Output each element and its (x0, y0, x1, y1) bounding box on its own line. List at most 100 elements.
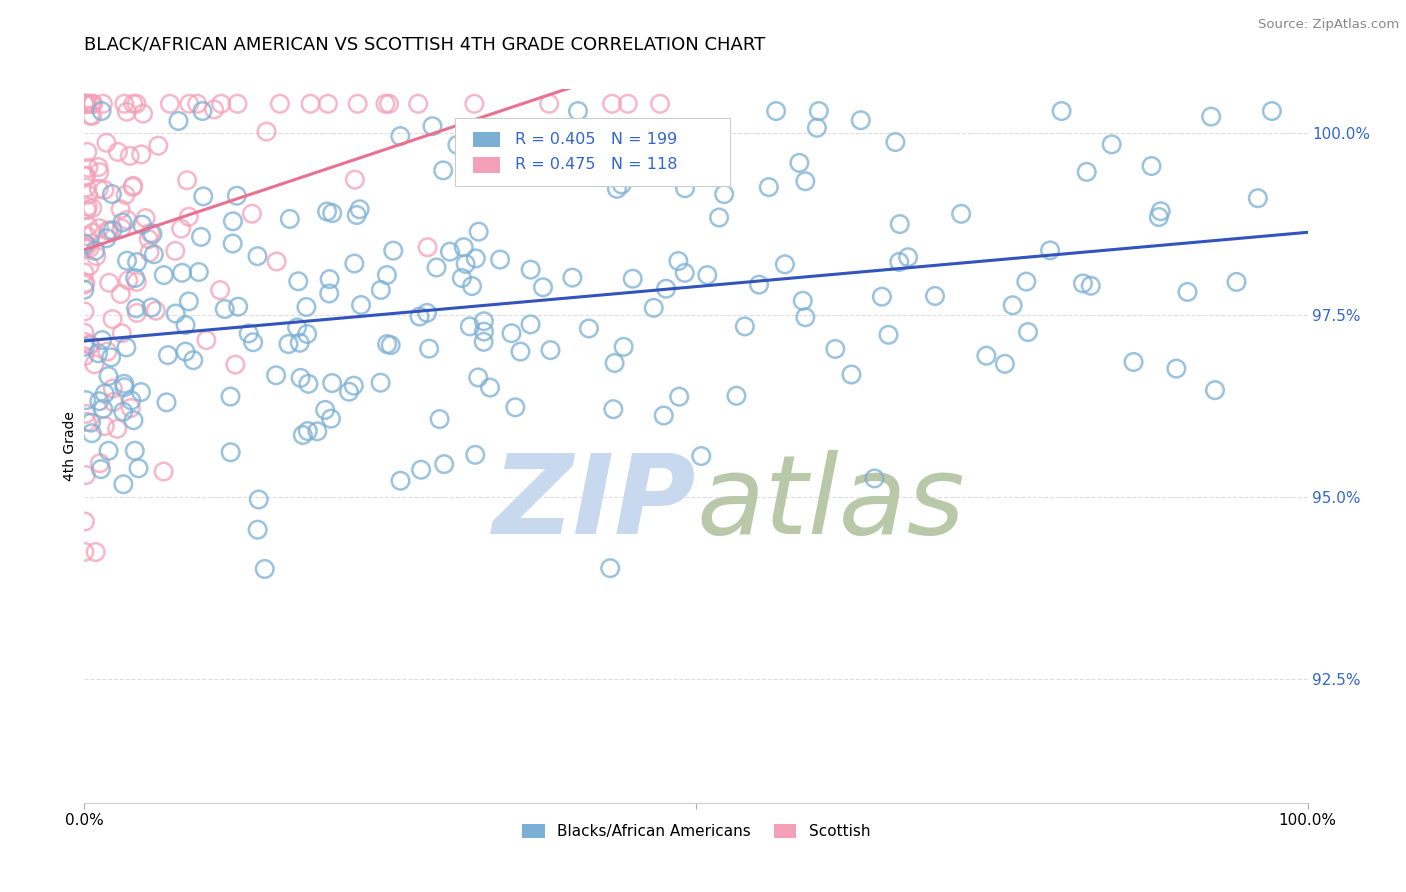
Point (1150, 204, 1173, 219)
Point (889, 255, 911, 269)
Point (76, 145, 98, 159)
Point (472, 325, 495, 339)
Point (617, 96, 640, 111)
Point (76, 202, 98, 217)
FancyBboxPatch shape (474, 132, 501, 147)
Point (120, 393, 142, 408)
Point (97, 369, 120, 384)
Point (287, 274, 309, 288)
Point (80, 426, 103, 441)
Point (191, 103, 214, 118)
Point (111, 215, 134, 229)
Point (472, 314, 495, 328)
Point (190, 230, 212, 244)
Point (509, 344, 531, 359)
Point (75, 169, 97, 183)
Point (501, 326, 523, 341)
Point (125, 275, 148, 289)
Point (290, 371, 312, 385)
Point (89, 456, 111, 470)
Point (82, 226, 104, 240)
Point (479, 381, 502, 395)
Point (343, 172, 366, 186)
Point (179, 96, 201, 111)
Point (994, 357, 1017, 371)
Point (297, 376, 319, 391)
Point (277, 337, 299, 351)
Point (643, 301, 665, 315)
Point (103, 395, 125, 409)
Point (256, 125, 278, 139)
Point (467, 370, 489, 384)
Point (824, 342, 846, 356)
Point (652, 409, 675, 423)
Point (138, 245, 160, 260)
Point (307, 425, 329, 439)
Point (110, 202, 132, 217)
Point (439, 244, 461, 259)
Point (346, 96, 368, 111)
Point (1101, 137, 1123, 152)
Point (124, 443, 146, 458)
Point (167, 114, 190, 128)
Point (73, 326, 96, 340)
Point (141, 227, 163, 241)
Point (668, 390, 690, 404)
Point (107, 145, 129, 159)
Point (83, 357, 105, 371)
Point (446, 137, 468, 152)
Point (370, 376, 392, 390)
Point (138, 232, 160, 246)
Point (863, 471, 886, 485)
Point (73, 515, 96, 529)
Point (73, 277, 96, 292)
Point (110, 221, 132, 235)
Point (128, 461, 150, 475)
Point (96, 231, 118, 245)
Point (1001, 298, 1024, 312)
Point (79, 337, 101, 351)
Point (406, 96, 429, 111)
Point (87, 182, 110, 196)
Point (122, 413, 145, 427)
Point (76, 229, 98, 244)
Point (291, 428, 314, 442)
Point (125, 255, 148, 269)
Point (170, 221, 193, 235)
Point (122, 178, 145, 193)
Point (253, 562, 276, 576)
Point (765, 103, 787, 118)
Point (889, 217, 911, 231)
Point (73, 96, 96, 111)
Point (96, 136, 118, 150)
Point (314, 403, 336, 417)
Point (73, 304, 96, 318)
Point (794, 310, 817, 325)
Point (807, 103, 830, 118)
Point (73, 545, 96, 559)
Point (789, 156, 811, 170)
Point (120, 401, 142, 415)
Point (655, 282, 678, 296)
Point (79, 109, 101, 123)
Point (841, 368, 863, 382)
Point (101, 382, 124, 396)
Point (111, 326, 134, 341)
Point (389, 474, 412, 488)
Point (380, 338, 402, 352)
Point (115, 340, 138, 354)
Point (98, 276, 121, 290)
Point (80, 416, 103, 430)
Point (73, 349, 96, 363)
Point (152, 465, 174, 479)
Point (75, 407, 97, 421)
Point (87, 160, 110, 174)
Point (155, 395, 177, 409)
Point (240, 207, 263, 221)
Point (454, 257, 477, 271)
Point (610, 178, 633, 192)
Point (976, 349, 998, 363)
Point (1204, 383, 1226, 397)
Text: Source: ZipAtlas.com: Source: ZipAtlas.com (1258, 18, 1399, 31)
Text: R = 0.405   N = 199: R = 0.405 N = 199 (515, 132, 678, 147)
